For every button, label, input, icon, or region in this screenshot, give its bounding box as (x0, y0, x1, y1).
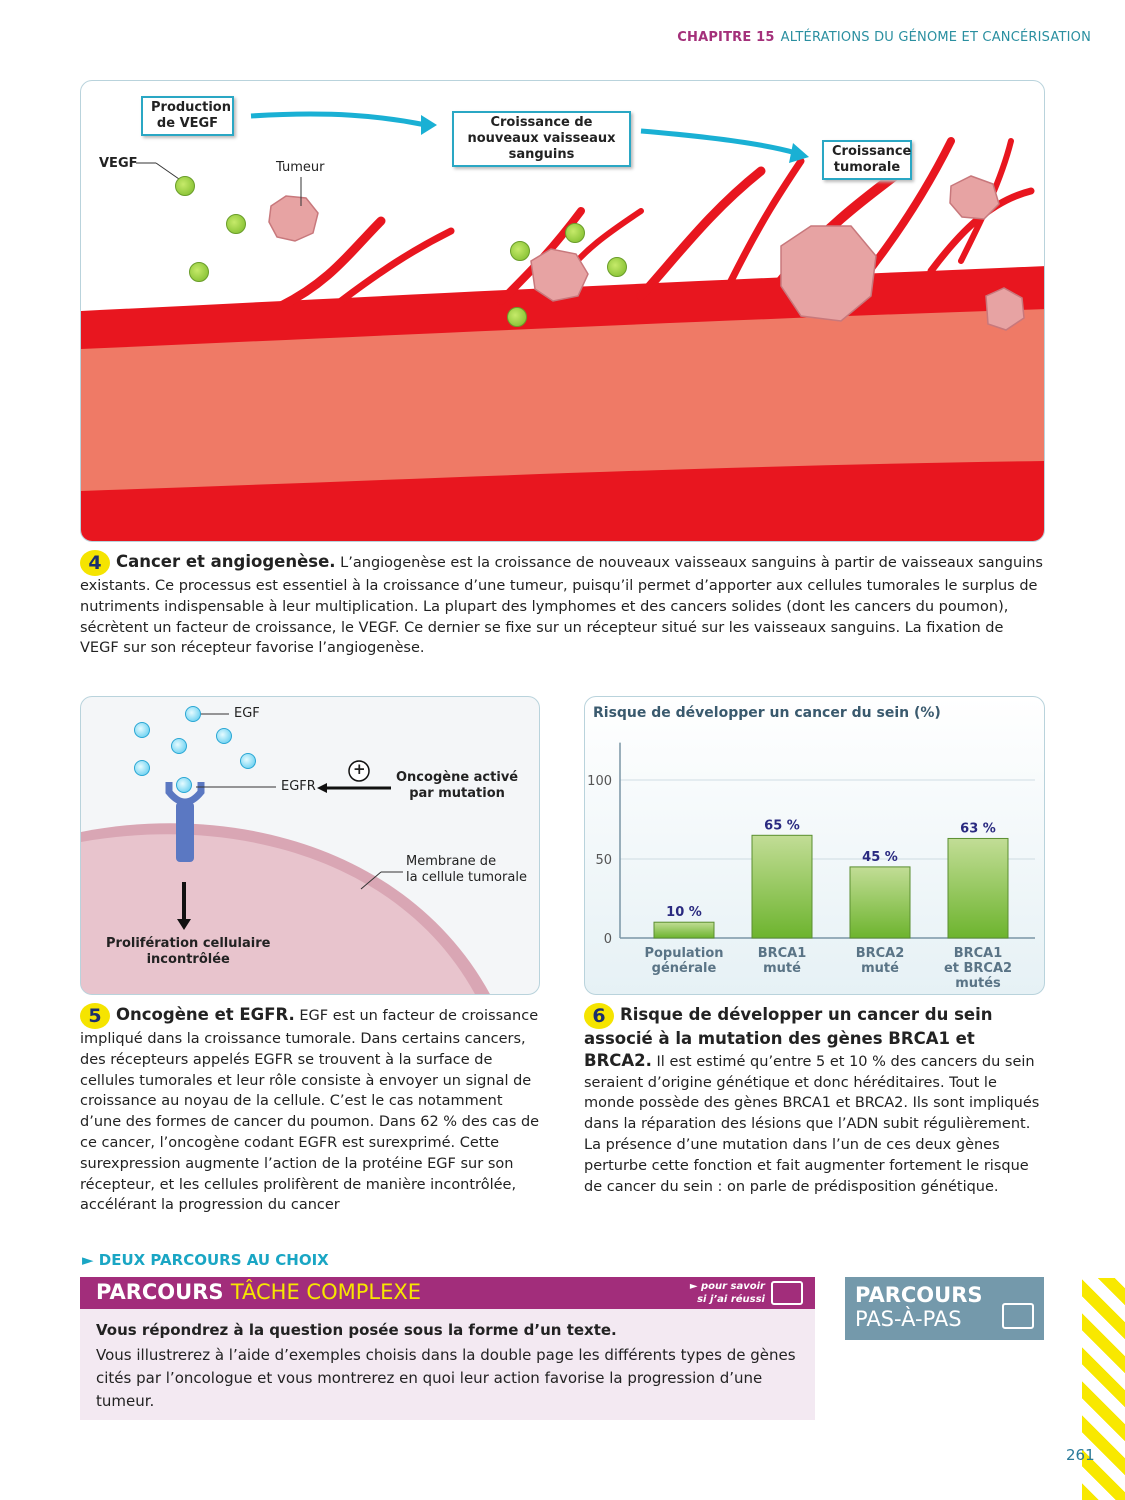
vegf-molecule (226, 214, 246, 234)
x-tick-label: mutés (955, 976, 1001, 991)
x-tick-label: BRCA2 (856, 946, 905, 961)
pap-type: PAS-À-PAS (855, 1307, 962, 1331)
x-tick-label: BRCA1 (954, 946, 1003, 961)
parcours-pas-a-pas[interactable]: PARCOURS PAS-À-PAS (845, 1277, 1044, 1340)
parcours-intro: ► DEUX PARCOURS AU CHOIX (82, 1251, 329, 1269)
x-tick-label: et BRCA2 (944, 961, 1012, 976)
blood-vessel-drawing (81, 111, 1044, 541)
egf-molecule (240, 753, 256, 769)
caption-fig6: 6 Risque de développer un cancer du sein … (584, 1003, 1046, 1197)
vegf-molecule (607, 257, 627, 277)
label-egf: EGF (234, 706, 260, 721)
vegf-molecule (510, 241, 530, 261)
running-header: CHAPITRE 15 ALTÉRATIONS DU GÉNOME ET CANC… (677, 30, 1091, 45)
bar (947, 837, 1009, 939)
egf-molecule (176, 777, 192, 793)
bar (849, 866, 911, 939)
label-croissance-vaisseaux: Croissance de nouveaux vaisseaux sanguin… (452, 111, 631, 167)
egf-molecule (134, 722, 150, 738)
question-text: Vous illustrerez à l’aide d’exemples cho… (96, 1346, 796, 1410)
caption-fig5: 5 Oncogène et EGFR. EGF est un facteur de… (80, 1003, 542, 1216)
vegf-molecule (507, 307, 527, 327)
label-vegf: VEGF (99, 156, 138, 171)
caption-fig4: 4 Cancer et angiogenèse. L’angiogenèse es… (80, 550, 1045, 659)
x-tick-label: muté (763, 961, 801, 976)
page-number: 261 (1066, 1446, 1095, 1464)
x-tick-label: Population (644, 946, 723, 961)
egf-molecule (134, 760, 150, 776)
parcours-type: TÂCHE COMPLEXE (230, 1280, 422, 1304)
laptop-icon[interactable] (1002, 1303, 1034, 1329)
y-tick-label: 50 (595, 853, 612, 868)
parcours-label: PARCOURS (96, 1280, 224, 1304)
label-membrane: Membrane de la cellule tumorale (406, 854, 527, 885)
x-tick-label: BRCA1 (758, 946, 807, 961)
figure-number-badge: 6 (584, 1003, 614, 1029)
label-croissance-tumorale: Croissance tumorale (822, 140, 912, 180)
label-oncogene: Oncogène activé par mutation (396, 770, 519, 801)
caption-text: L’angiogenèse est la croissance de nouve… (80, 555, 1043, 657)
bar (653, 921, 715, 939)
caption-title: Oncogène et EGFR. (116, 1005, 295, 1024)
egf-molecule (171, 738, 187, 754)
chart-title: Risque de développer un cancer du sein (… (593, 705, 941, 721)
egf-molecule (216, 728, 232, 744)
data-label: 10 % (666, 905, 702, 920)
egf-molecule (185, 706, 201, 722)
data-label: 45 % (862, 850, 898, 865)
pap-label: PARCOURS (855, 1283, 983, 1307)
label-egfr: EGFR (281, 779, 316, 794)
data-label: 65 % (764, 818, 800, 833)
figure-number-badge: 5 (80, 1003, 110, 1029)
vegf-molecule (189, 262, 209, 282)
cell-membrane-drawing (81, 713, 490, 994)
chapter-title: ALTÉRATIONS DU GÉNOME ET CANCÉRISATION (780, 30, 1091, 45)
x-tick-label: générale (652, 961, 717, 976)
egfr-illustration: EGF EGFR + Oncogène activé par mutation … (80, 696, 540, 995)
savoir-link[interactable]: ► pour savoir si j’ai réussi (689, 1281, 765, 1305)
brca-chart: Risque de développer un cancer du sein (… (584, 696, 1045, 995)
label-tumeur: Tumeur (276, 160, 325, 175)
label-proliferation: Prolifération cellulaire incontrôlée (106, 936, 271, 967)
caption-title: Risque de développer un cancer du sein a… (584, 1005, 993, 1070)
question-bold: Vous répondrez à la question posée sous … (96, 1321, 617, 1339)
caption-title: Cancer et angiogenèse. (116, 552, 336, 571)
plus-icon: + (353, 760, 366, 778)
decorative-stripes (1082, 1278, 1125, 1500)
caption-text: Il est estimé qu’entre 5 et 10 % des can… (584, 1053, 1040, 1195)
vegf-molecule (175, 176, 195, 196)
parcours-header: PARCOURS TÂCHE COMPLEXE ► pour savoir si… (80, 1277, 815, 1309)
label-production-vegf: Production de VEGF (141, 96, 234, 136)
y-tick-label: 0 (604, 932, 612, 947)
vegf-molecule (565, 223, 585, 243)
angiogenesis-illustration: Production de VEGF Croissance de nouveau… (80, 80, 1045, 542)
figure-number-badge: 4 (80, 550, 110, 576)
data-label: 63 % (960, 821, 996, 836)
laptop-icon[interactable] (771, 1281, 803, 1305)
chapter-number: CHAPITRE 15 (677, 30, 775, 45)
bar (751, 834, 813, 939)
x-tick-label: muté (861, 961, 899, 976)
y-tick-label: 100 (587, 774, 612, 789)
caption-text: EGF est un facteur de croissance impliqu… (80, 1008, 540, 1214)
parcours-tache-complexe[interactable]: PARCOURS TÂCHE COMPLEXE ► pour savoir si… (80, 1277, 815, 1420)
